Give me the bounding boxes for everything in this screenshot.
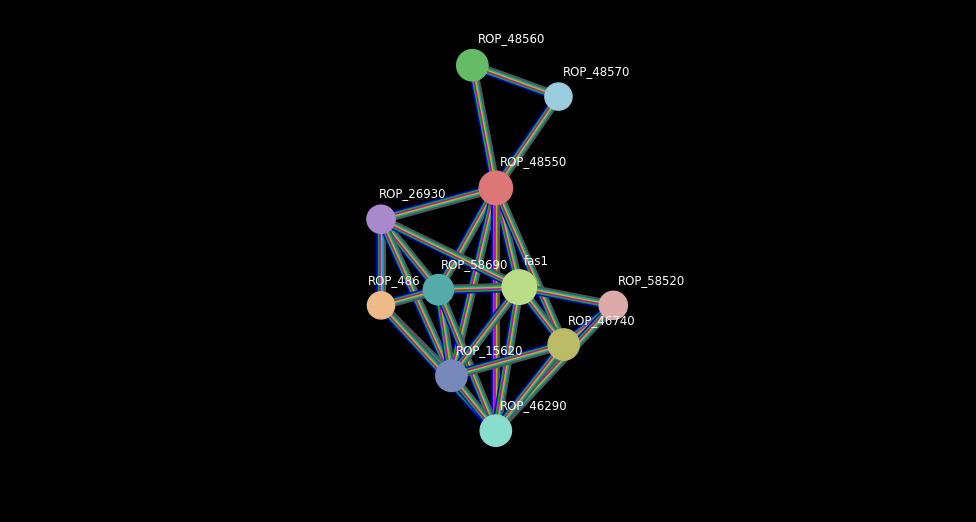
Text: ROP_48560: ROP_48560	[477, 32, 545, 45]
Ellipse shape	[599, 291, 628, 319]
Text: fas1: fas1	[523, 255, 549, 268]
Ellipse shape	[479, 171, 512, 205]
Text: ROP_48570: ROP_48570	[562, 65, 630, 78]
Ellipse shape	[367, 292, 394, 319]
Text: ROP_486: ROP_486	[368, 274, 421, 287]
Ellipse shape	[502, 270, 537, 304]
Text: ROP_58520: ROP_58520	[618, 274, 685, 287]
Ellipse shape	[545, 83, 572, 110]
Text: ROP_15620: ROP_15620	[456, 344, 523, 357]
Ellipse shape	[457, 50, 488, 81]
Ellipse shape	[549, 329, 580, 360]
Ellipse shape	[436, 360, 468, 392]
Text: ROP_48550: ROP_48550	[500, 155, 567, 168]
Ellipse shape	[424, 275, 454, 305]
Text: ROP_46740: ROP_46740	[568, 314, 635, 327]
Ellipse shape	[480, 415, 511, 446]
Ellipse shape	[367, 205, 395, 233]
Text: ROP_26930: ROP_26930	[379, 187, 446, 200]
Text: ROP_58690: ROP_58690	[441, 258, 508, 271]
Text: ROP_46290: ROP_46290	[500, 399, 568, 412]
